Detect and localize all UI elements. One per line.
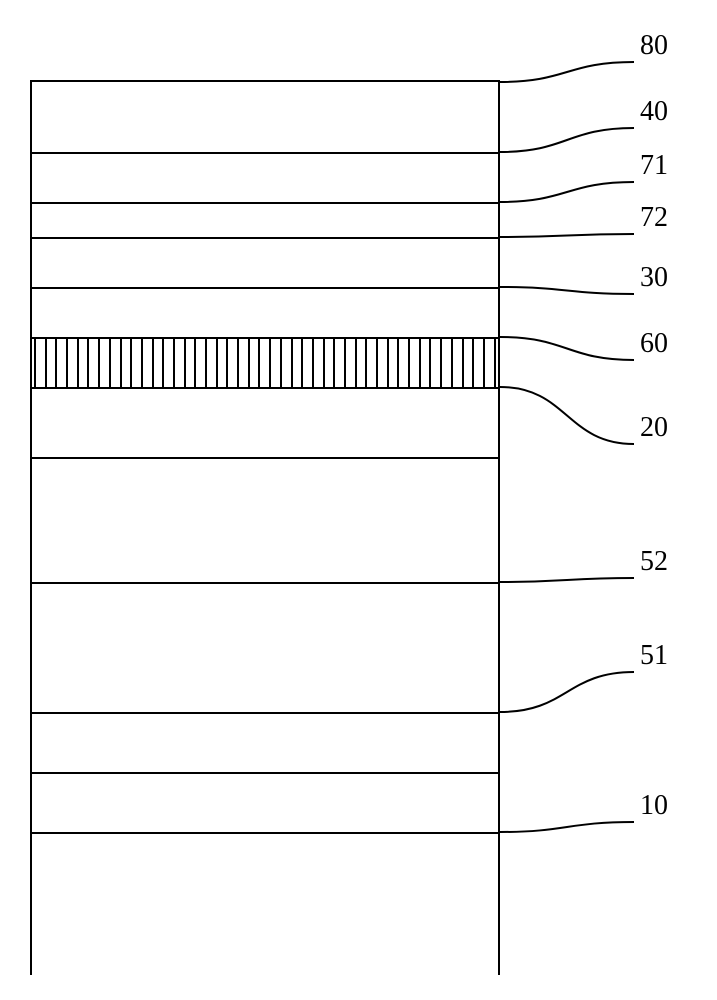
leader-52 xyxy=(500,578,634,582)
leader-40 xyxy=(500,128,634,152)
leader-60 xyxy=(500,337,634,360)
diagram-canvas: 80 40 71 72 30 60 20 52 51 10 xyxy=(0,0,717,1000)
label-80: 80 xyxy=(640,32,668,60)
leader-20 xyxy=(500,387,634,444)
label-20: 20 xyxy=(640,414,668,442)
label-60: 60 xyxy=(640,330,668,358)
leader-30 xyxy=(500,287,634,294)
label-51: 51 xyxy=(640,642,668,670)
label-10: 10 xyxy=(640,792,668,820)
leader-51 xyxy=(500,672,634,712)
label-52: 52 xyxy=(640,548,668,576)
leader-72 xyxy=(500,234,634,237)
leader-80 xyxy=(500,62,634,82)
label-30: 30 xyxy=(640,264,668,292)
label-71: 71 xyxy=(640,152,668,180)
leader-71 xyxy=(500,182,634,202)
leader-10 xyxy=(500,822,634,832)
label-72: 72 xyxy=(640,204,668,232)
label-40: 40 xyxy=(640,98,668,126)
leader-lines xyxy=(0,0,717,1000)
